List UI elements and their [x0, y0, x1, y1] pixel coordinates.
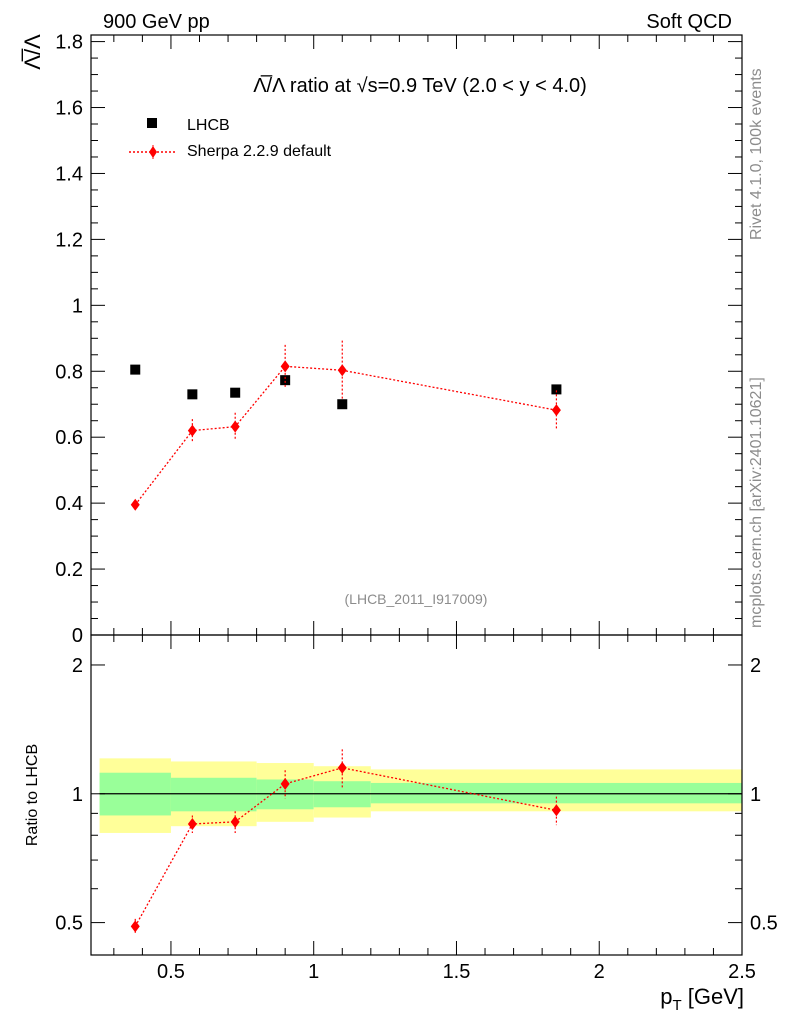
ratio-sherpa-point — [280, 777, 290, 790]
main-y-tick-label: 0.8 — [55, 361, 83, 383]
ratio-y-tick-label-right: 2 — [750, 655, 761, 677]
lhcb-point — [280, 375, 291, 386]
ratio-sherpa-line — [134, 767, 557, 927]
legend-label-sherpa: Sherpa 2.2.9 default — [187, 143, 332, 160]
ratio-sherpa-point — [337, 761, 347, 774]
analysis-id: (LHCB_2011_I917009) — [345, 591, 488, 607]
main-y-tick-label: 0 — [72, 625, 83, 647]
ratio-y-tick-label-right: 1 — [750, 784, 761, 806]
x-tick-label: 2.5 — [728, 961, 756, 983]
legend-marker-sherpa — [149, 146, 157, 158]
main-y-tick-label: 0.2 — [55, 559, 83, 581]
sherpa-point — [187, 424, 197, 437]
ratio-y-tick-label: 0.5 — [55, 913, 83, 935]
main-y-tick-label: 1.2 — [55, 229, 83, 251]
sherpa-point — [337, 364, 347, 377]
sherpa-point — [280, 360, 290, 373]
x-tick-label: 2 — [594, 961, 605, 983]
legend-marker-lhcb — [147, 118, 157, 128]
ratio-series — [130, 749, 561, 935]
ratio-y-tick-label: 2 — [72, 655, 83, 677]
main-y-tick-label: 1 — [72, 295, 83, 317]
legend: LHCB Sherpa 2.2.9 default — [129, 117, 332, 160]
band-inner-4 — [370, 782, 742, 804]
header-left: 900 GeV pp — [103, 11, 210, 33]
sherpa-line — [134, 365, 557, 506]
ratio-axes: 0.5 1 1.5 2 2.5 0.5 0.5 1 1 2 2 — [55, 635, 778, 983]
rivet-label: Rivet 4.1.0, 100k events — [748, 68, 765, 240]
lhcb-point — [337, 399, 348, 410]
lhcb-point — [187, 389, 198, 400]
x-tick-label: 1 — [308, 961, 319, 983]
x-tick-label: 1.5 — [443, 961, 471, 983]
main-title: Λ̅/Λ ratio at √s=0.9 TeV (2.0 < y < 4.0) — [253, 74, 587, 97]
header-right: Soft QCD — [646, 11, 732, 33]
x-axis-label: pT [GeV] — [660, 984, 744, 1014]
lhcb-point — [230, 387, 241, 398]
mcplots-label: mcplots.cern.ch [arXiv:2401.10621] — [748, 377, 765, 628]
main-y-tick-label: 0.4 — [55, 493, 83, 515]
main-axes: 0 0.2 0.4 0.6 0.8 1 1.2 1.4 1.6 1.8 — [55, 32, 743, 647]
sherpa-point — [130, 498, 140, 511]
x-tick-label: 0.5 — [157, 961, 185, 983]
ratio-sherpa-point — [230, 815, 240, 828]
ratio-sherpa-point — [551, 804, 561, 817]
sherpa-point — [551, 404, 561, 417]
ratio-sherpa-point — [187, 817, 197, 830]
main-series — [130, 340, 562, 511]
ratio-sherpa-point — [130, 920, 140, 933]
main-y-tick-label: 1.8 — [55, 32, 83, 54]
ratio-frame — [90, 634, 743, 956]
sherpa-point — [230, 420, 240, 433]
main-ylabel: Λ̅/Λ — [20, 34, 45, 70]
lhcb-point — [551, 384, 562, 395]
band-inner-1 — [170, 777, 257, 812]
ratio-uncertainty-bands — [99, 758, 742, 833]
main-y-tick-label: 1.6 — [55, 98, 83, 120]
main-y-tick-label: 0.6 — [55, 427, 83, 449]
lhcb-point — [130, 364, 141, 375]
ratio-ylabel: Ratio to LHCB — [24, 744, 41, 846]
ratio-y-tick-label-right: 0.5 — [750, 913, 778, 935]
ratio-y-tick-label: 1 — [72, 784, 83, 806]
legend-label-lhcb: LHCB — [187, 117, 230, 134]
main-y-tick-label: 1.4 — [55, 163, 83, 185]
